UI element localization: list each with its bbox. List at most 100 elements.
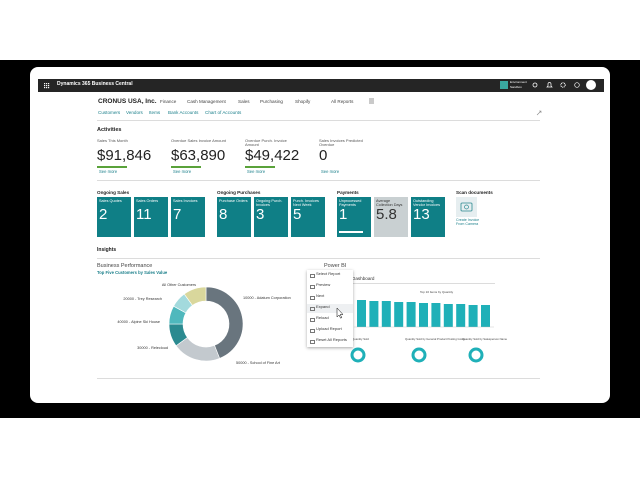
tile[interactable] xyxy=(291,197,325,237)
avatar[interactable] xyxy=(586,80,596,90)
bar xyxy=(431,303,441,327)
tile-label: Sales Orders xyxy=(136,199,159,203)
tile[interactable] xyxy=(171,197,205,237)
bell-icon[interactable] xyxy=(546,82,553,88)
bar-chart-title: Top 10 Items by Quantity xyxy=(420,290,454,294)
menu-icon xyxy=(310,328,315,333)
menu-icon[interactable] xyxy=(369,98,374,104)
nav-menu[interactable]: Shopify xyxy=(295,99,311,104)
menu-icon xyxy=(310,306,315,311)
mini-donut xyxy=(411,347,427,363)
part-title[interactable]: Business Performance xyxy=(97,263,153,269)
kpi-label: Overdue Purch. Invoice Amount xyxy=(245,138,287,148)
nav-menu[interactable]: Cash Management xyxy=(187,99,226,104)
nav-link[interactable]: Vendors xyxy=(126,110,143,115)
group-title: Ongoing Purchases xyxy=(217,190,261,195)
tile-value: 13 xyxy=(413,206,430,223)
bar xyxy=(456,304,466,327)
kpi-link[interactable]: See more xyxy=(247,169,266,174)
tile[interactable] xyxy=(254,197,288,237)
mini-donut xyxy=(468,347,484,363)
kpi-value[interactable]: $49,422 xyxy=(245,147,300,164)
company-name[interactable]: CRONUS USA, Inc. xyxy=(98,98,157,105)
group-title: Scan documents xyxy=(456,190,493,195)
group-title: Payments xyxy=(337,190,359,195)
divider xyxy=(97,180,540,181)
kpi-link[interactable]: See more xyxy=(321,169,340,174)
search-icon[interactable] xyxy=(532,82,538,88)
kpi-value[interactable]: $91,846 xyxy=(97,147,152,164)
top-bar xyxy=(38,79,604,92)
tile[interactable] xyxy=(411,197,445,237)
menu-item[interactable]: Reload xyxy=(316,315,329,320)
expand-icon[interactable] xyxy=(536,110,542,116)
menu-icon xyxy=(310,273,315,278)
menu-icon xyxy=(310,295,315,300)
bar xyxy=(406,302,416,327)
environment-name: Sandbox xyxy=(510,84,522,89)
menu-icon xyxy=(310,317,315,322)
settings-icon[interactable] xyxy=(560,82,566,88)
nav-menu[interactable]: All Reports xyxy=(331,99,354,104)
kpi-indicator xyxy=(171,166,201,168)
kpi-value[interactable]: 0 xyxy=(319,147,328,164)
bar xyxy=(381,301,391,327)
tile-label: Unprocessed Payments xyxy=(339,199,362,208)
camera-lens xyxy=(464,204,469,210)
nav-menu[interactable]: Sales xyxy=(238,99,250,104)
kpi-label: Overdue Sales Invoice Amount xyxy=(171,138,226,143)
kpi-link[interactable]: See more xyxy=(99,169,118,174)
menu-item[interactable]: Preview xyxy=(316,282,331,287)
tile-label: Sales Quotes xyxy=(99,199,122,203)
tile[interactable] xyxy=(374,197,408,237)
tile-value: 1 xyxy=(339,206,348,223)
donut-segment xyxy=(205,286,244,359)
menu-item[interactable]: Expand xyxy=(316,304,330,309)
tile-value: 3 xyxy=(256,206,265,223)
bar xyxy=(468,305,478,327)
tile-label[interactable]: Create Invoice From Camera xyxy=(456,218,480,226)
tile[interactable] xyxy=(217,197,251,237)
mini-donut xyxy=(350,347,366,363)
nav-menu[interactable]: Finance xyxy=(160,99,177,104)
camera-icon xyxy=(460,202,473,212)
mini-chart-caption: Quantity Sold by Salesperson Name xyxy=(462,337,508,341)
scan-tile[interactable] xyxy=(456,197,477,217)
tile-value: 7 xyxy=(173,206,182,223)
tile-value: 11 xyxy=(136,206,152,223)
menu-item[interactable]: Reset All Reports xyxy=(316,337,347,342)
tile[interactable] xyxy=(97,197,131,237)
bar xyxy=(394,302,404,327)
bar xyxy=(357,300,366,327)
bar xyxy=(481,305,490,327)
bar xyxy=(443,304,453,327)
section-title: Insights xyxy=(97,247,117,253)
kpi-label: Sales This Month xyxy=(97,138,128,143)
nav-menu[interactable]: Purchasing xyxy=(260,99,283,104)
powerbi-title[interactable]: Power BI xyxy=(324,263,347,269)
donut-label: All Other Customers xyxy=(161,283,196,287)
section-title[interactable]: Activities xyxy=(97,127,122,133)
kpi-value[interactable]: $63,890 xyxy=(171,147,226,164)
nav-link[interactable]: Bank Accounts xyxy=(168,110,199,115)
kpi-link[interactable]: See more xyxy=(173,169,192,174)
menu-item[interactable]: Next xyxy=(316,293,325,298)
tile-label: Purch. Invoices Next Week xyxy=(293,199,319,208)
donut-label: 30000 - Relecloud xyxy=(137,346,168,350)
divider xyxy=(97,378,540,379)
menu-item[interactable]: Upload Report xyxy=(316,326,342,331)
nav-link[interactable]: Customers xyxy=(98,110,121,115)
menu-item[interactable]: Select Report xyxy=(316,271,341,276)
group-title: Ongoing Sales xyxy=(97,190,130,195)
nav-link[interactable]: Chart of Accounts xyxy=(205,110,242,115)
waffle-icon[interactable] xyxy=(44,83,50,89)
nav-link[interactable]: Items xyxy=(149,110,161,115)
tile[interactable] xyxy=(134,197,168,237)
bar xyxy=(369,301,379,327)
help-icon[interactable] xyxy=(574,82,580,88)
kpi-label: Sales Invoices Predicted Overdue xyxy=(319,138,363,148)
environment-label: Environment xyxy=(510,79,527,84)
tile[interactable] xyxy=(337,197,371,237)
